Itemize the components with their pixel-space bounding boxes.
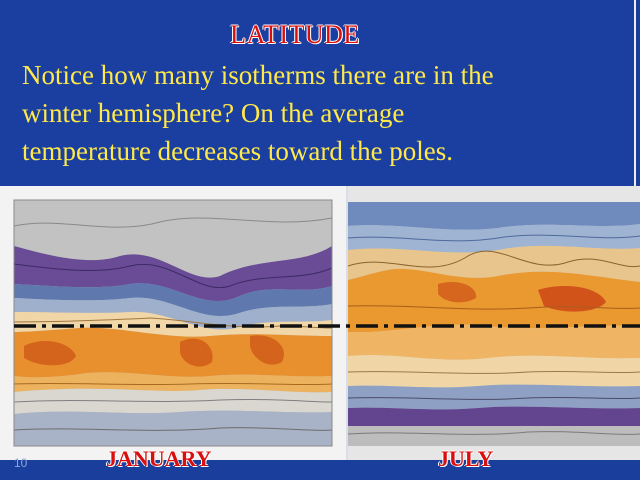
- body-line: temperature decreases toward the poles.: [22, 136, 454, 166]
- slide-header: LATITUDE Notice how many isotherms there…: [0, 0, 636, 188]
- body-line: Notice how many isotherms there are in t…: [22, 60, 494, 90]
- july-isotherm-map: [348, 186, 640, 460]
- body-line: winter hemisphere? On the average: [22, 98, 405, 128]
- slide-title: LATITUDE: [230, 20, 360, 49]
- slide-body-text: Notice how many isotherms there are in t…: [22, 56, 622, 170]
- january-label: JANUARY: [106, 446, 212, 471]
- slide-number: 10: [14, 456, 28, 470]
- january-isotherm-map: [0, 186, 348, 460]
- july-label: JULY: [438, 446, 494, 471]
- july-map-image: [348, 186, 640, 460]
- january-map-image: [0, 186, 346, 460]
